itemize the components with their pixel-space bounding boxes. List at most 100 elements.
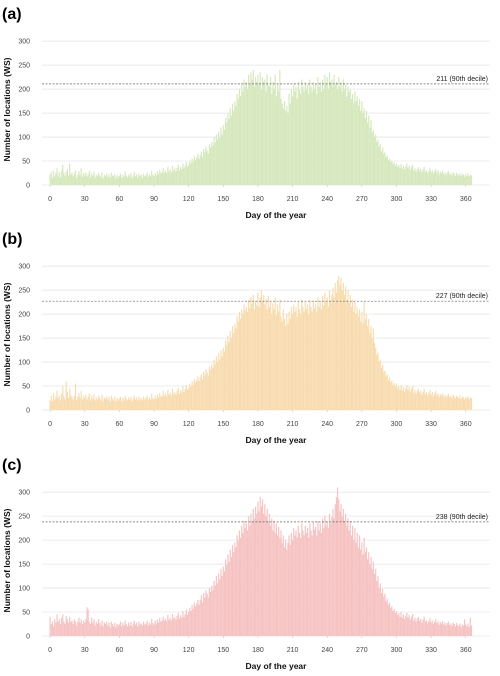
bar xyxy=(365,110,368,185)
bar xyxy=(370,326,372,410)
x-tick-label: 150 xyxy=(217,196,229,203)
bar xyxy=(109,401,111,410)
bar xyxy=(177,164,179,185)
bar xyxy=(459,623,461,636)
bar xyxy=(57,175,59,185)
bar xyxy=(397,614,399,636)
bar xyxy=(221,576,223,636)
bar xyxy=(365,314,368,410)
bar xyxy=(378,588,380,636)
bar xyxy=(297,81,299,185)
bar xyxy=(59,624,62,636)
bar xyxy=(166,173,168,185)
bar xyxy=(309,79,311,185)
bar xyxy=(58,395,60,410)
bar xyxy=(367,122,369,185)
bar xyxy=(246,311,249,410)
bar xyxy=(166,621,168,636)
bar xyxy=(333,297,335,410)
bar xyxy=(88,621,90,636)
bar xyxy=(371,132,373,185)
bar xyxy=(54,619,56,636)
bar xyxy=(61,170,63,185)
bar xyxy=(369,333,371,410)
bar xyxy=(54,399,56,410)
bar xyxy=(129,625,131,636)
bar xyxy=(453,173,455,185)
bar xyxy=(431,392,433,410)
bar xyxy=(391,606,393,636)
bar xyxy=(394,612,396,636)
y-tick-label: 50 xyxy=(22,610,30,617)
bar xyxy=(408,386,410,410)
bar xyxy=(239,318,242,410)
bar xyxy=(61,393,63,410)
bar xyxy=(340,81,342,185)
bar xyxy=(450,395,452,410)
bar xyxy=(283,101,286,185)
bar xyxy=(141,400,144,410)
bar xyxy=(80,168,82,185)
bar xyxy=(442,170,444,185)
bar xyxy=(118,398,120,410)
bar xyxy=(153,399,155,410)
bar xyxy=(259,496,261,636)
bar xyxy=(158,174,160,185)
bar xyxy=(86,607,88,636)
bar xyxy=(233,110,235,185)
bar xyxy=(106,173,108,185)
bar xyxy=(315,84,317,185)
bar xyxy=(158,622,160,636)
bar xyxy=(73,619,75,636)
bar xyxy=(100,400,102,410)
bar xyxy=(407,617,409,636)
bar xyxy=(446,172,448,185)
bar xyxy=(111,175,114,185)
y-tick-label: 250 xyxy=(18,288,30,295)
bar xyxy=(183,616,185,636)
bar xyxy=(455,172,458,185)
bar xyxy=(401,168,403,185)
bar xyxy=(151,618,153,636)
bar xyxy=(387,604,389,636)
bar xyxy=(267,84,269,185)
x-tick-label: 120 xyxy=(183,647,195,654)
bar xyxy=(116,398,118,410)
x-tick-label: 270 xyxy=(356,647,368,654)
bar xyxy=(214,364,216,410)
bar xyxy=(73,395,75,410)
bar xyxy=(49,174,51,185)
bar xyxy=(408,614,410,636)
bar xyxy=(259,297,261,410)
bar xyxy=(462,397,465,410)
bar xyxy=(260,89,262,185)
bar xyxy=(378,362,380,410)
bar xyxy=(405,166,407,185)
bar xyxy=(251,520,253,636)
bar xyxy=(369,127,371,185)
bar xyxy=(155,175,157,185)
bar xyxy=(288,93,290,185)
bar xyxy=(84,398,86,410)
bar xyxy=(287,542,289,636)
y-tick-label: 50 xyxy=(22,159,30,166)
bar xyxy=(390,382,392,410)
bar xyxy=(298,532,301,636)
bar xyxy=(326,77,328,185)
bar xyxy=(79,622,81,636)
bar xyxy=(260,290,262,410)
bar xyxy=(286,549,288,636)
bar xyxy=(255,77,257,185)
bar xyxy=(414,168,416,185)
bar xyxy=(209,369,212,410)
bar xyxy=(129,176,131,185)
bar xyxy=(323,89,325,185)
bar xyxy=(130,396,132,410)
bar xyxy=(470,398,473,410)
bar xyxy=(346,525,348,636)
bar xyxy=(85,619,87,636)
bar xyxy=(272,81,274,185)
x-tick-label: 240 xyxy=(321,421,333,428)
x-tick-label: 210 xyxy=(287,421,299,428)
bar xyxy=(303,311,305,410)
